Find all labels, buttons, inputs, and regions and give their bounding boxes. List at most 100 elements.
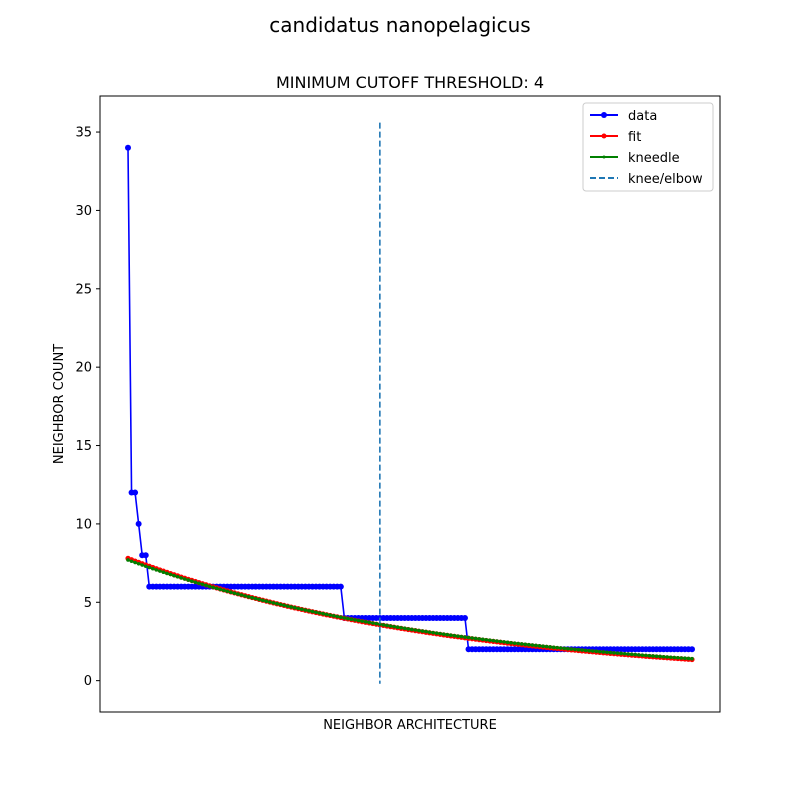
kneedle-point — [484, 637, 489, 642]
kneedle-point — [158, 569, 162, 573]
kneedle-point — [654, 654, 659, 659]
kneedle-point — [612, 651, 616, 655]
kneedle-point — [534, 643, 538, 648]
kneedle-point — [190, 579, 194, 583]
kneedle-point — [619, 651, 623, 656]
kneedle-point — [626, 652, 630, 656]
kneedle-point — [175, 574, 180, 579]
kneedle-point — [179, 576, 184, 580]
kneedle-point — [133, 560, 137, 565]
kneedle-point — [186, 578, 191, 582]
kneedle-point — [378, 622, 382, 627]
kneedle-point — [300, 607, 304, 612]
kneedle-point — [321, 611, 325, 616]
kneedle-point — [505, 640, 510, 645]
figure-suptitle: candidatus nanopelagicus — [269, 13, 530, 37]
y-tick-label: 10 — [75, 517, 92, 532]
kneedle-point — [491, 638, 496, 643]
kneedle-point — [566, 646, 570, 651]
kneedle-point — [399, 625, 403, 630]
kneedle-point — [161, 570, 166, 575]
kneedle-point — [640, 653, 645, 657]
kneedle-point — [211, 585, 215, 590]
y-tick-label: 15 — [75, 439, 92, 454]
data-point — [142, 552, 149, 559]
kneedle-point — [182, 577, 187, 581]
kneedle-point — [690, 656, 694, 661]
kneedle-point — [615, 651, 620, 655]
kneedle-point — [537, 644, 542, 648]
kneedle-point — [413, 628, 418, 632]
kneedle-point — [310, 609, 315, 614]
kneedle-point — [289, 605, 293, 609]
kneedle-point — [268, 600, 272, 604]
kneedle-point — [544, 644, 549, 649]
y-tick-label: 20 — [75, 361, 92, 376]
kneedle-point — [420, 629, 425, 633]
y-axis-ticks: 0 5 10 15 20 25 30 35 — [75, 126, 100, 689]
kneedle-point — [466, 635, 471, 640]
kneedle-point — [307, 609, 311, 613]
kneedle-point — [608, 650, 613, 655]
kneedle-point — [622, 651, 627, 656]
y-tick-label: 35 — [75, 126, 92, 141]
kneedle-point — [200, 582, 205, 587]
kneedle-point — [264, 599, 269, 603]
kneedle-point — [236, 592, 240, 596]
kneedle-point — [452, 633, 457, 638]
kneedle-point — [147, 565, 152, 570]
kneedle-point — [363, 620, 368, 624]
kneedle-point — [136, 561, 141, 566]
kneedle-point — [473, 636, 478, 641]
legend-entry-data: data — [590, 109, 657, 124]
data-point — [125, 144, 131, 151]
kneedle-point — [495, 639, 499, 643]
legend-entry-kneedle: kneedle — [590, 151, 680, 166]
kneedle-point — [488, 638, 492, 643]
kneedle-point — [502, 640, 506, 644]
kneedle-point — [143, 564, 148, 569]
kneedle-point — [463, 635, 467, 639]
kneedle-point — [580, 648, 584, 652]
series-line-kneedle — [127, 559, 693, 660]
legend-box — [582, 102, 714, 192]
kneedle-point — [644, 653, 648, 658]
kneedle-point — [314, 610, 318, 615]
kneedle-point — [583, 648, 588, 653]
kneedle-point — [569, 647, 574, 651]
kneedle-point — [417, 628, 421, 633]
kneedle-point — [278, 602, 283, 607]
kneedle-point — [317, 611, 322, 615]
kneedle-point — [193, 580, 198, 584]
kneedle-point — [239, 593, 244, 597]
kneedle-point — [346, 616, 350, 621]
kneedle-point — [229, 590, 233, 595]
kneedle-point — [445, 632, 450, 637]
kneedle-point — [292, 605, 297, 610]
kneedle-point — [636, 653, 641, 657]
kneedle-point — [253, 596, 258, 601]
kneedle-point — [658, 654, 662, 659]
y-tick-label: 30 — [75, 204, 92, 219]
kneedle-point — [448, 633, 453, 637]
kneedle-point — [232, 591, 237, 595]
kneedle-point — [260, 598, 265, 603]
kneedle-point — [427, 630, 432, 634]
y-axis-label: NEIGHBOR COUNT — [52, 344, 67, 464]
kneedle-point — [392, 624, 396, 629]
kneedle-point — [516, 641, 520, 646]
kneedle-point — [686, 656, 691, 661]
kneedle-point — [140, 563, 144, 567]
kneedle-point — [285, 604, 290, 608]
x-axis-label: NEIGHBOR ARCHITECTURE — [323, 718, 497, 733]
kneedle-point — [590, 649, 595, 653]
plot-area — [125, 122, 695, 684]
data-point — [135, 520, 142, 527]
kneedle-point — [406, 627, 411, 631]
kneedle-point — [225, 589, 230, 594]
kneedle-point — [402, 626, 407, 631]
kneedle-point — [339, 615, 343, 620]
kneedle-point — [541, 644, 545, 649]
kneedle-point — [349, 617, 354, 622]
